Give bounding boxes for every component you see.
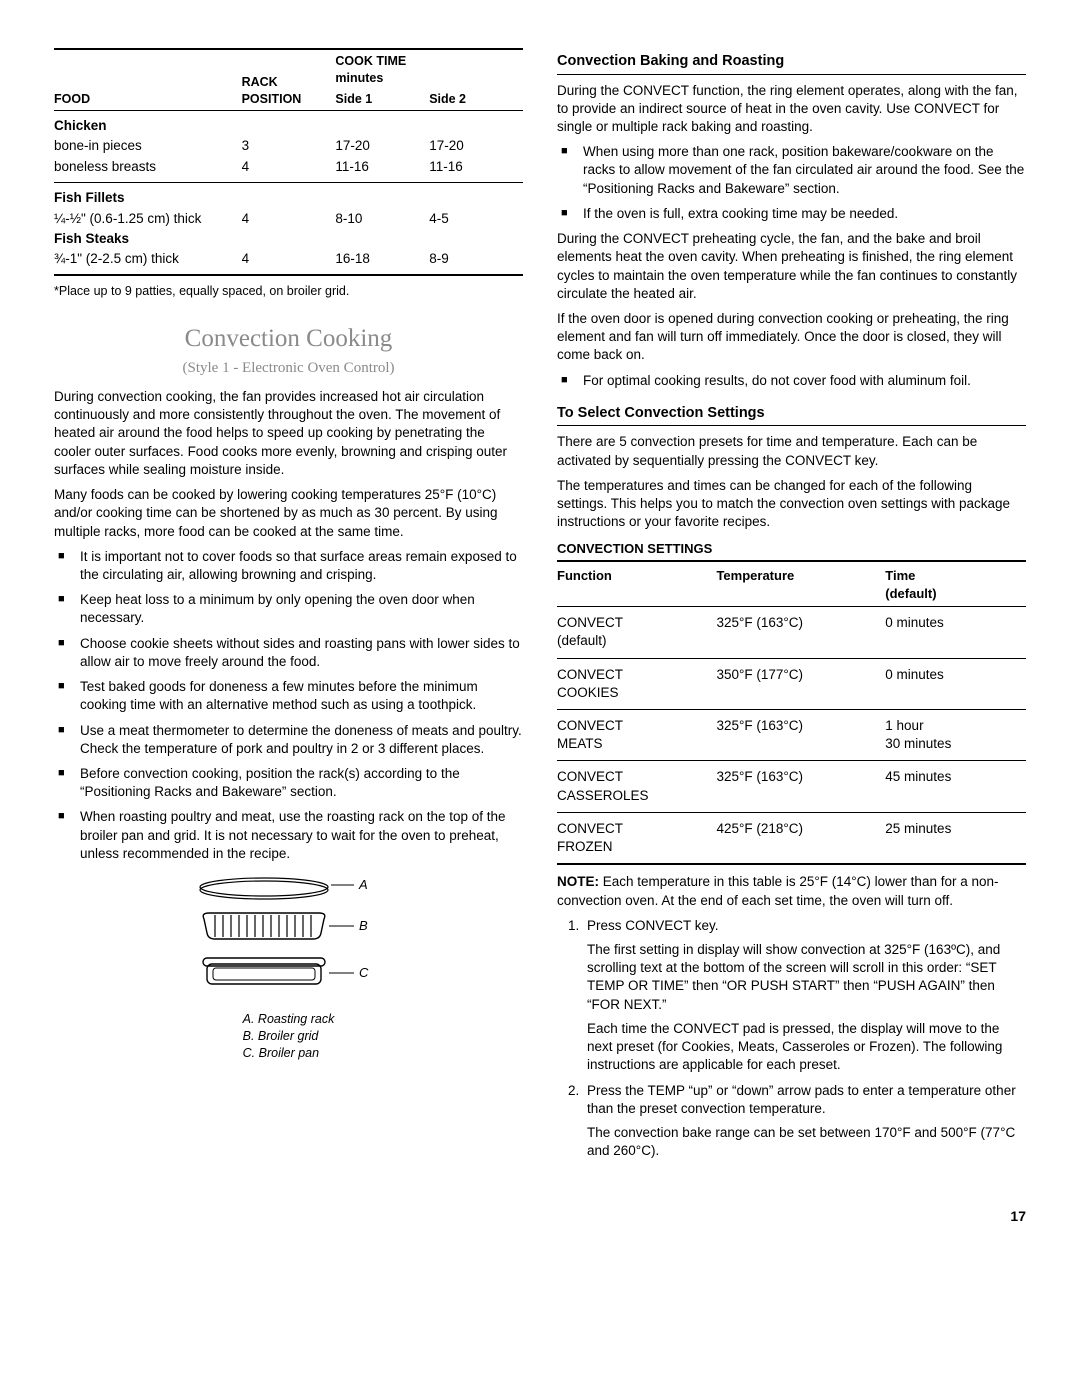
body-text: There are 5 convection presets for time … [557,433,1026,469]
bullet-list: For optimal cooking results, do not cove… [557,372,1026,390]
sub-heading: To Select Convection Settings [557,404,1026,424]
convection-settings-table: Function Temperature Time(default) CONVE… [557,560,1026,866]
section-title: Convection Cooking [54,322,523,356]
body-text: During the CONVECT preheating cycle, the… [557,230,1026,303]
diagram-caption: A. Roasting rack B. Broiler grid C. Broi… [243,1011,335,1062]
diagram-label-c: C [359,965,369,980]
body-text: The temperatures and times can be change… [557,477,1026,532]
table-row: CONVECTMEATS 325°F (163°C) 1 hour30 minu… [557,710,1026,761]
note-text: NOTE: Each temperature in this table is … [557,873,1026,909]
col-temperature: Temperature [716,563,885,607]
table-row: ¼-½" (0.6-1.25 cm) thick 4 8-10 4-5 [54,209,523,229]
col-side1: Side 1 [335,89,429,110]
table-footnote: *Place up to 9 patties, equally spaced, … [54,283,523,300]
table-row: CONVECTCOOKIES 350°F (177°C) 0 minutes [557,658,1026,709]
right-column: Convection Baking and Roasting During th… [557,48,1026,1167]
list-item: It is important not to cover foods so th… [54,548,523,584]
col-food: FOOD [54,51,242,110]
page-number: 17 [54,1207,1026,1226]
bullet-list: It is important not to cover foods so th… [54,548,523,863]
diagram-label-b: B [359,918,368,933]
numbered-steps: Press CONVECT key. The first setting in … [557,917,1026,1161]
table-caption: CONVECTION SETTINGS [557,540,1026,558]
col-function: Function [557,563,716,607]
list-item: Keep heat loss to a minimum by only open… [54,591,523,627]
col-rack: RACKPOSITION [242,51,336,110]
table-row: ¾-1" (2-2.5 cm) thick 4 16-18 8-9 [54,249,523,275]
roasting-diagram: A B [54,873,523,1062]
food-group-title: Chicken [54,111,523,136]
col-cook: COOK TIMEminutes [335,51,523,89]
table-row: CONVECT(default) 325°F (163°C) 0 minutes [557,607,1026,658]
body-text: If the oven door is opened during convec… [557,310,1026,365]
body-text: During the CONVECT function, the ring el… [557,82,1026,137]
step-item: Press the TEMP “up” or “down” arrow pads… [583,1082,1026,1161]
table-row: boneless breasts 4 11-16 11-16 [54,157,523,183]
body-text: During convection cooking, the fan provi… [54,388,523,479]
body-text: Many foods can be cooked by lowering coo… [54,486,523,541]
list-item: When using more than one rack, position … [557,143,1026,198]
sub-heading: Convection Baking and Roasting [557,52,1026,72]
list-item: If the oven is full, extra cooking time … [557,205,1026,223]
col-side2: Side 2 [429,89,523,110]
page-columns: FOOD RACKPOSITION COOK TIMEminutes Side … [54,48,1026,1167]
table-row: CONVECTCASSEROLES 325°F (163°C) 45 minut… [557,761,1026,812]
step-item: Press CONVECT key. The first setting in … [583,917,1026,1075]
diagram-label-a: A [358,877,368,892]
list-item: Test baked goods for doneness a few minu… [54,678,523,714]
section-subtitle: (Style 1 - Electronic Oven Control) [54,358,523,378]
left-column: FOOD RACKPOSITION COOK TIMEminutes Side … [54,48,523,1167]
list-item: Before convection cooking, position the … [54,765,523,801]
food-group-title: Fish Fillets [54,183,523,208]
list-item: Use a meat thermometer to determine the … [54,722,523,758]
list-item: When roasting poultry and meat, use the … [54,808,523,863]
table-row: bone-in pieces 3 17-20 17-20 [54,136,523,156]
list-item: For optimal cooking results, do not cove… [557,372,1026,390]
table-row: CONVECTFROZEN 425°F (218°C) 25 minutes [557,812,1026,864]
food-group-title: Fish Steaks [54,229,523,249]
col-time: Time(default) [885,563,1026,607]
list-item: Choose cookie sheets without sides and r… [54,635,523,671]
bullet-list: When using more than one rack, position … [557,143,1026,223]
food-cook-table: FOOD RACKPOSITION COOK TIMEminutes Side … [54,48,523,277]
